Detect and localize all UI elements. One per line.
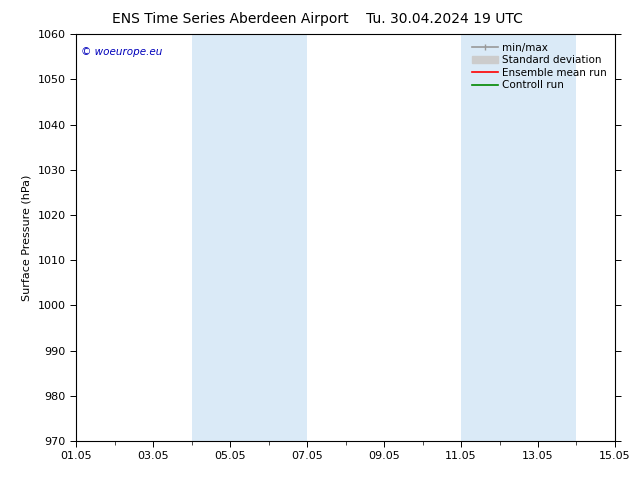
Legend: min/max, Standard deviation, Ensemble mean run, Controll run: min/max, Standard deviation, Ensemble me… <box>469 40 610 94</box>
Bar <box>461 34 576 441</box>
Text: ENS Time Series Aberdeen Airport    Tu. 30.04.2024 19 UTC: ENS Time Series Aberdeen Airport Tu. 30.… <box>112 12 522 26</box>
Bar <box>191 34 307 441</box>
Y-axis label: Surface Pressure (hPa): Surface Pressure (hPa) <box>22 174 32 301</box>
Text: © woeurope.eu: © woeurope.eu <box>81 47 163 56</box>
